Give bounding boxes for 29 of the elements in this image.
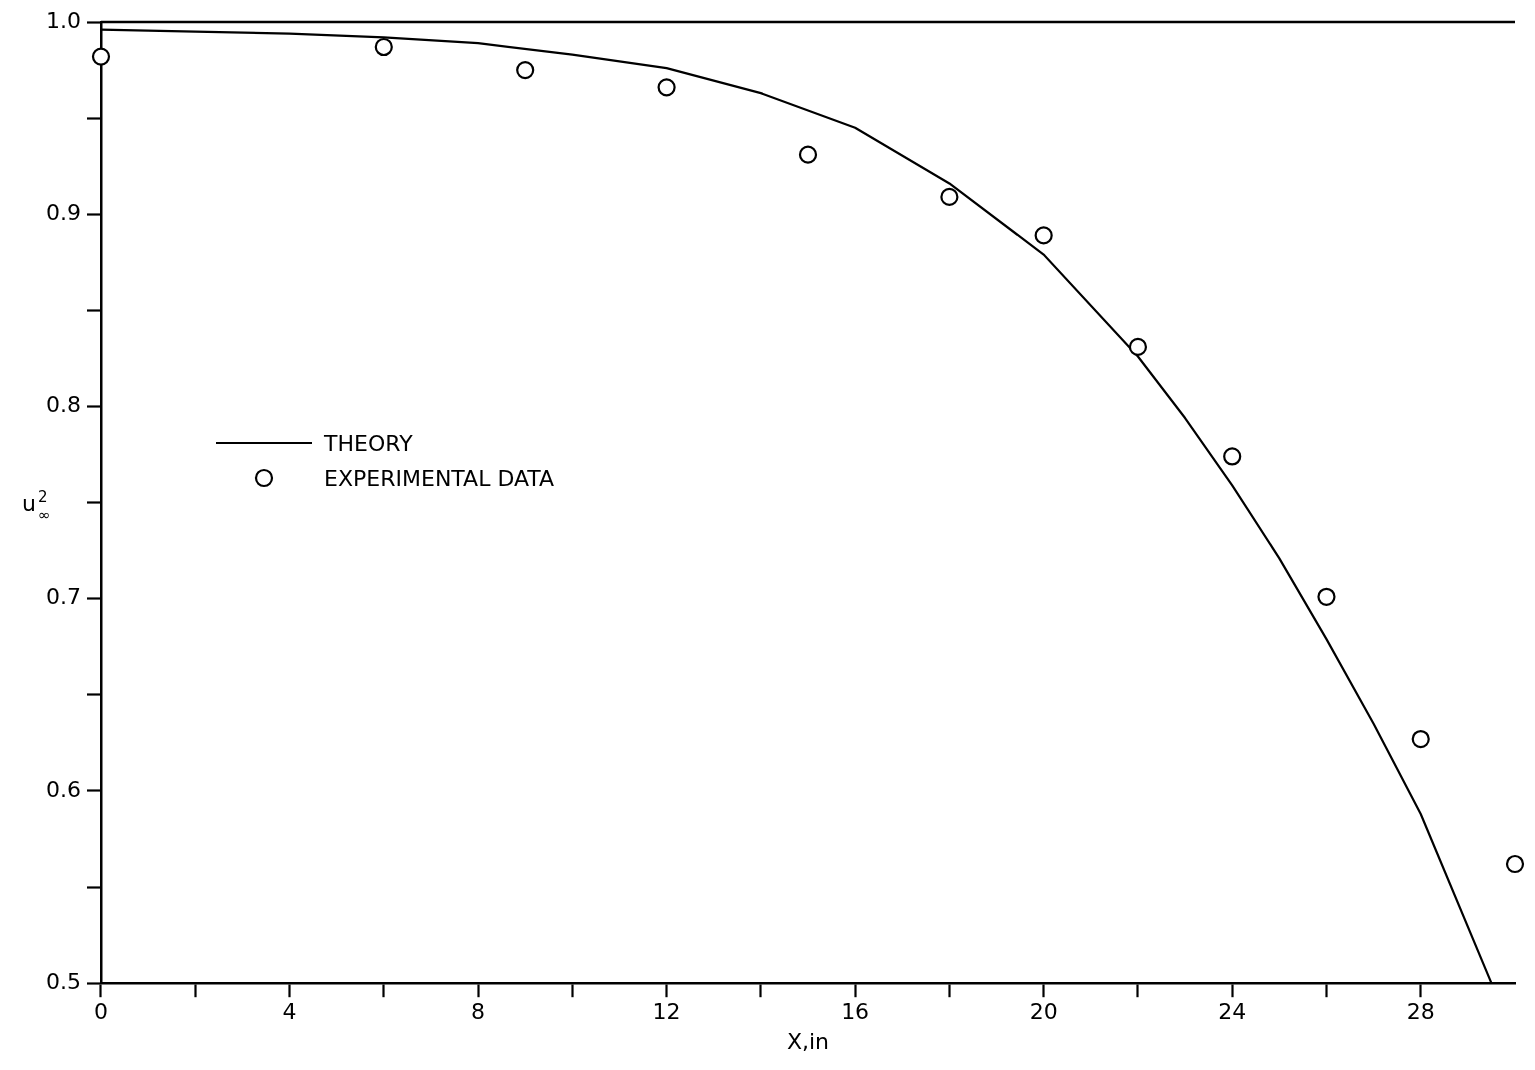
x-tick-label: 24 xyxy=(1218,999,1247,1025)
point xyxy=(516,60,535,80)
point xyxy=(91,47,111,66)
point xyxy=(657,78,676,97)
point xyxy=(1317,587,1336,606)
x-tick-label: 12 xyxy=(652,999,681,1025)
x-tick-label: 0 xyxy=(93,999,108,1025)
y-tick-label: 0.5 xyxy=(45,968,81,994)
point xyxy=(374,37,393,57)
legend-label: THEORY xyxy=(324,430,413,456)
point xyxy=(798,145,818,164)
x-tick-label: 4 xyxy=(282,999,297,1025)
point xyxy=(1223,447,1242,466)
y-tick-label: 0.9 xyxy=(45,199,81,225)
point xyxy=(1505,854,1525,874)
y-tick-label: 0.6 xyxy=(45,776,81,802)
x-axis-title: X,in xyxy=(786,1028,830,1054)
point xyxy=(1034,226,1053,245)
x-tick-label: 16 xyxy=(841,999,870,1025)
point xyxy=(1128,337,1148,356)
point xyxy=(940,187,959,207)
legend-label: EXPERIMENTAL DATA xyxy=(324,465,555,491)
y-tick-label: 0.7 xyxy=(45,584,81,610)
x-tick-label: 28 xyxy=(1406,999,1435,1025)
y-tick-label: 0.8 xyxy=(45,392,81,418)
point xyxy=(1411,729,1430,749)
y-tick-label: 1.0 xyxy=(45,7,81,33)
x-tick-label: 8 xyxy=(471,999,486,1025)
x-tick-label: 20 xyxy=(1029,999,1058,1025)
